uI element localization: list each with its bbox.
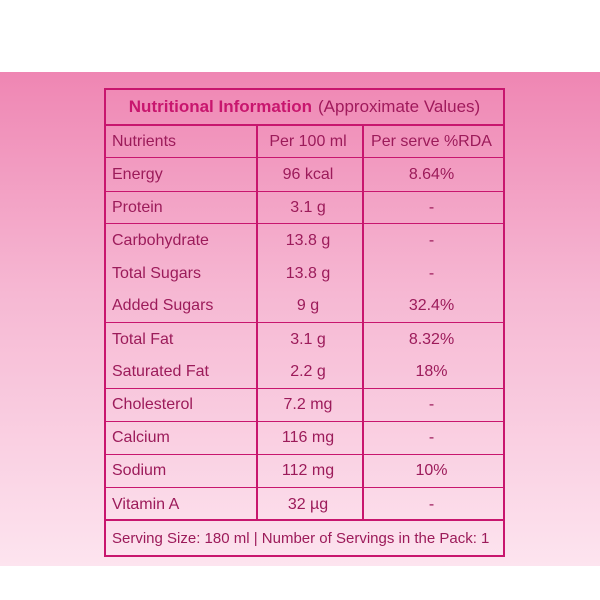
table-row: Added Sugars 9 g 32.4% xyxy=(106,290,503,323)
nutrient-name: Carbohydrate xyxy=(112,231,209,249)
rda-value: - xyxy=(428,429,435,446)
rda-value: 18% xyxy=(415,363,448,380)
nutrient-name: Vitamin A xyxy=(112,495,180,513)
per100-value: 96 kcal xyxy=(282,165,334,183)
per100-value: 112 mg xyxy=(281,462,335,479)
header-per100: Per 100 ml xyxy=(269,132,347,150)
table-row: Protein 3.1 g - xyxy=(106,191,503,224)
rda-value: - xyxy=(428,198,435,216)
table-row: Saturated Fat 2.2 g 18% xyxy=(106,356,503,389)
table-row: Energy 96 kcal 8.64% xyxy=(106,158,503,191)
table-row: Sodium 112 mg 10% xyxy=(106,455,503,488)
header-row: Nutrients Per 100 ml Per serve %RDA xyxy=(106,126,503,158)
nutrient-name: Total Sugars xyxy=(112,264,201,282)
per100-value: 3.1 g xyxy=(290,198,326,216)
column-divider-1 xyxy=(256,126,258,519)
rda-value: - xyxy=(428,264,435,282)
header-nutrients: Nutrients xyxy=(112,132,177,150)
per100-value: 13.8 g xyxy=(285,264,331,282)
table-row: Total Sugars 13.8 g - xyxy=(106,257,503,290)
table-row: Calcium 116 mg - xyxy=(106,422,503,455)
table-row: Total Fat 3.1 g 8.32% xyxy=(106,323,503,356)
nutrient-name: Sodium xyxy=(112,462,167,479)
table-title: Nutritional Information (Approximate Val… xyxy=(106,90,503,126)
rda-value: 8.32% xyxy=(408,330,455,348)
nutrient-name: Protein xyxy=(112,198,163,216)
table-row: Vitamin A 32 µg - xyxy=(106,488,503,521)
per100-value: 116 mg xyxy=(281,429,335,446)
rda-value: 8.64% xyxy=(408,165,455,183)
rda-value: - xyxy=(428,396,435,413)
nutrient-name: Saturated Fat xyxy=(112,363,209,380)
table-row: Cholesterol 7.2 mg - xyxy=(106,389,503,422)
rda-value: 10% xyxy=(415,462,448,479)
rda-value: - xyxy=(428,495,435,513)
nutrient-name: Cholesterol xyxy=(112,396,193,413)
nutrient-name: Energy xyxy=(112,165,163,183)
per100-value: 3.1 g xyxy=(290,330,326,348)
nutrient-name: Total Fat xyxy=(112,330,174,348)
rda-value: - xyxy=(428,231,435,249)
rda-value: 32.4% xyxy=(408,297,455,314)
column-divider-2 xyxy=(362,126,364,519)
table-row: Carbohydrate 13.8 g - xyxy=(106,224,503,257)
per100-value: 9 g xyxy=(296,297,320,314)
title-main: Nutritional Information xyxy=(128,97,312,116)
nutrient-name: Added Sugars xyxy=(112,297,214,314)
nutrition-table: Nutritional Information (Approximate Val… xyxy=(104,88,505,557)
table-grid: Nutrients Per 100 ml Per serve %RDA Ener… xyxy=(106,126,503,521)
title-sub: (Approximate Values) xyxy=(318,97,481,116)
header-rda: Per serve %RDA xyxy=(371,132,492,150)
serving-info: Serving Size: 180 ml | Number of Serving… xyxy=(106,519,503,555)
per100-value: 32 µg xyxy=(287,495,329,513)
per100-value: 13.8 g xyxy=(285,231,331,249)
per100-value: 7.2 mg xyxy=(283,396,333,413)
nutrient-name: Calcium xyxy=(112,429,170,446)
per100-value: 2.2 g xyxy=(290,363,326,380)
label-background xyxy=(0,72,600,566)
